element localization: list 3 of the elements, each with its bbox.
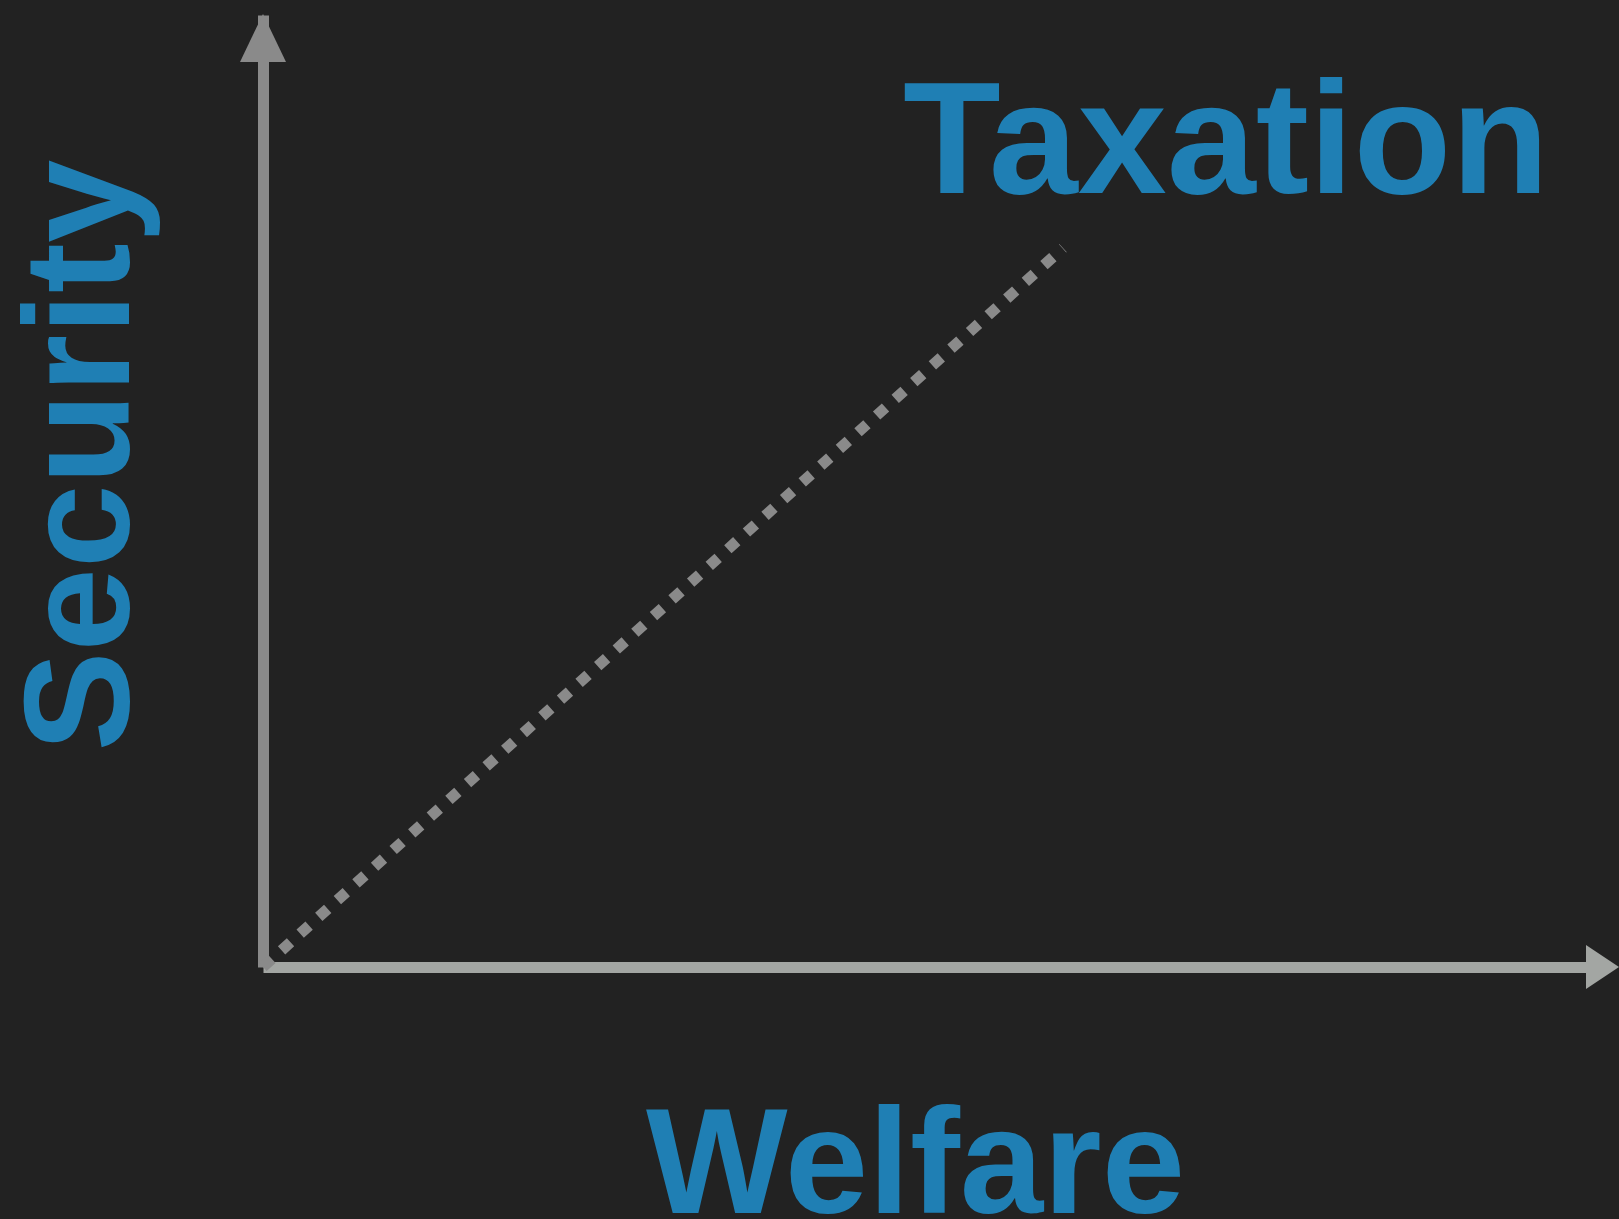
- x-axis-title: Welfare: [645, 1076, 1186, 1219]
- y-axis-title: Security: [0, 159, 161, 752]
- text: Taxation: [902, 48, 1549, 227]
